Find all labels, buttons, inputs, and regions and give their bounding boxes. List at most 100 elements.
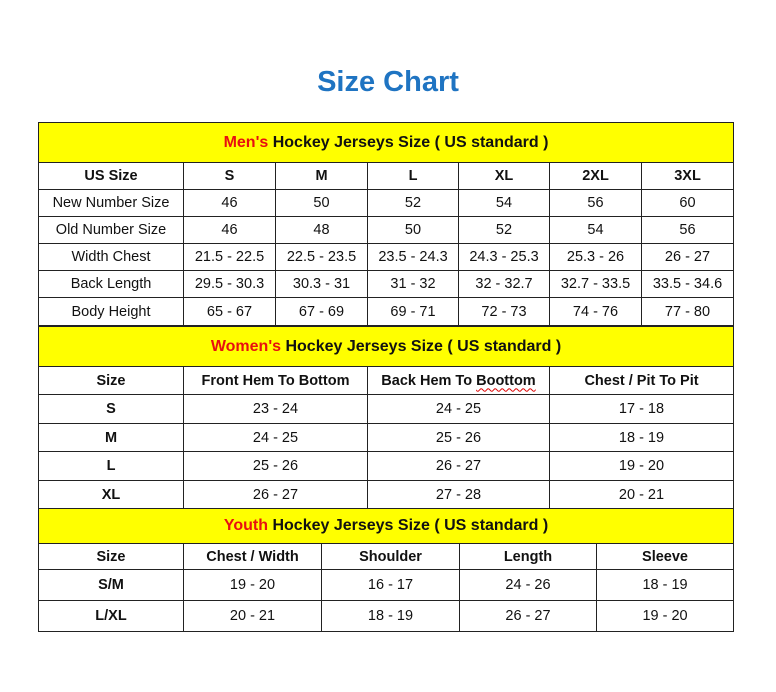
table-cell: 33.5 - 34.6	[641, 270, 734, 298]
row-label: Old Number Size	[38, 216, 184, 244]
table-row: XL 26 - 27 27 - 28 20 - 21	[38, 480, 734, 509]
table-cell: 54	[549, 216, 642, 244]
table-row: Old Number Size 46 48 50 52 54 56	[38, 216, 734, 244]
table-cell: 69 - 71	[367, 297, 459, 326]
table-cell: 60	[641, 189, 734, 217]
table-row: S/M 19 - 20 16 - 17 24 - 26 18 - 19	[38, 569, 735, 601]
table-cell: 26 - 27	[641, 243, 734, 271]
table-row: Width Chest 21.5 - 22.5 22.5 - 23.5 23.5 - …	[38, 243, 734, 271]
table-row: L 25 - 26 26 - 27 19 - 20	[38, 451, 734, 481]
table-cell: 31 - 32	[367, 270, 459, 298]
table-cell: 20 - 21	[549, 480, 734, 509]
row-label: New Number Size	[38, 189, 184, 217]
row-label: Body Height	[38, 297, 184, 326]
table-cell: 24 - 26	[459, 569, 597, 601]
table-row: New Number Size 46 50 52 54 56 60	[38, 189, 734, 217]
column-header-cell: Chest / Width	[183, 543, 322, 570]
section-header: Women's Hockey Jerseys Size ( US standar…	[38, 326, 734, 367]
table-cell: 67 - 69	[275, 297, 368, 326]
table-cell: 25 - 26	[183, 451, 368, 481]
column-header-cell: Sleeve	[595, 543, 735, 570]
column-header-cell: 3XL	[641, 162, 734, 190]
table-cell: 25 - 26	[367, 423, 550, 452]
table-cell: 32 - 32.7	[458, 270, 550, 298]
column-header-cell: M	[275, 162, 368, 190]
table-cell: 20 - 21	[183, 600, 322, 632]
table-cell: 24 - 25	[367, 394, 550, 424]
section-category: Men's	[223, 133, 269, 151]
section-header: Men's Hockey Jerseys Size ( US standard …	[38, 122, 734, 163]
table-cell: 18 - 19	[321, 600, 460, 632]
table-cell: 48	[275, 216, 368, 244]
column-header: XL	[494, 168, 514, 184]
table-cell: 25.3 - 26	[549, 243, 642, 271]
row-label: M	[38, 423, 184, 452]
section-heading: Hockey Jerseys Size ( US standard )	[268, 133, 549, 151]
section-category: Youth	[223, 517, 269, 534]
row-label: L/XL	[38, 600, 184, 632]
column-header-cell: 2XL	[549, 162, 642, 190]
table-cell: 56	[549, 189, 642, 217]
table-cell: 18 - 19	[549, 423, 734, 452]
section-title: Youth Hockey Jerseys Size ( US standard …	[37, 508, 735, 544]
section-title: Women's Hockey Jerseys Size ( US standar…	[38, 326, 734, 367]
column-header: Front Hem To Bottom	[201, 372, 350, 389]
column-header: 3XL	[674, 168, 701, 184]
column-header: S	[224, 168, 235, 184]
table-cell: 23.5 - 24.3	[367, 243, 459, 271]
column-header-cell: Size	[38, 366, 184, 395]
table-cell: 50	[367, 216, 459, 244]
table-cell: 26 - 27	[459, 600, 597, 632]
table-cell: 27 - 28	[367, 480, 550, 509]
section-heading: Hockey Jerseys Size ( US standard )	[268, 517, 549, 534]
column-header: 2XL	[582, 168, 609, 184]
row-label: S	[38, 394, 184, 424]
column-header: Length	[503, 548, 553, 565]
table-cell: 50	[275, 189, 368, 217]
column-header-cell: Size	[38, 543, 184, 570]
column-header-row: Size Front Hem To Bottom Back Hem To Boott…	[38, 366, 734, 395]
column-header-row: US Size S M L XL 2XL 3XL	[38, 162, 734, 190]
table-cell: 29.5 - 30.3	[183, 270, 276, 298]
column-header-cell: Length	[459, 543, 597, 570]
table-row: M 24 - 25 25 - 26 18 - 19	[38, 423, 734, 452]
column-header-cell: US Size	[38, 162, 184, 190]
table-row: Back Length 29.5 - 30.3 30.3 - 31 31 - 32 32…	[38, 270, 734, 298]
column-header-cell: Back Hem To Boottom	[367, 366, 550, 395]
row-label: S/M	[38, 569, 184, 601]
table-cell: 32.7 - 33.5	[549, 270, 642, 298]
section-header: Youth Hockey Jerseys Size ( US standard …	[37, 508, 735, 544]
table-cell: 54	[458, 189, 550, 217]
column-header: Chest / Width	[206, 548, 299, 565]
table-cell: 72 - 73	[458, 297, 550, 326]
column-header-cell: XL	[458, 162, 550, 190]
womens-size-table: Women's Hockey Jerseys Size ( US standar…	[38, 326, 734, 509]
row-label: Width Chest	[38, 243, 184, 271]
column-header-cell: Chest / Pit To Pit	[549, 366, 734, 395]
table-cell: 18 - 19	[595, 569, 735, 601]
section-category: Women's	[210, 337, 282, 355]
column-header: Shoulder	[359, 548, 422, 565]
row-label: Back Length	[38, 270, 184, 298]
column-header: Sleeve	[642, 548, 688, 565]
table-cell: 52	[458, 216, 550, 244]
table-cell: 26 - 27	[367, 451, 550, 481]
column-header: L	[408, 168, 418, 184]
table-cell: 46	[183, 189, 276, 217]
table-cell: 30.3 - 31	[275, 270, 368, 298]
table-row: L/XL 20 - 21 18 - 19 26 - 27 19 - 20	[38, 600, 735, 632]
table-cell: 26 - 27	[183, 480, 368, 509]
section-heading: Hockey Jerseys Size ( US standard )	[281, 337, 562, 355]
row-label: XL	[38, 480, 184, 509]
column-header: Back Hem To Boottom	[381, 372, 536, 389]
column-header: M	[315, 168, 328, 184]
row-label: L	[38, 451, 184, 481]
section-title: Men's Hockey Jerseys Size ( US standard …	[38, 122, 734, 163]
column-header-cell: Front Hem To Bottom	[183, 366, 368, 395]
mens-size-table: Men's Hockey Jerseys Size ( US standard …	[38, 122, 734, 326]
table-cell: 21.5 - 22.5	[183, 243, 276, 271]
table-cell: 24.3 - 25.3	[458, 243, 550, 271]
column-header: Size	[96, 372, 126, 389]
table-cell: 52	[367, 189, 459, 217]
column-header-cell: L	[367, 162, 459, 190]
